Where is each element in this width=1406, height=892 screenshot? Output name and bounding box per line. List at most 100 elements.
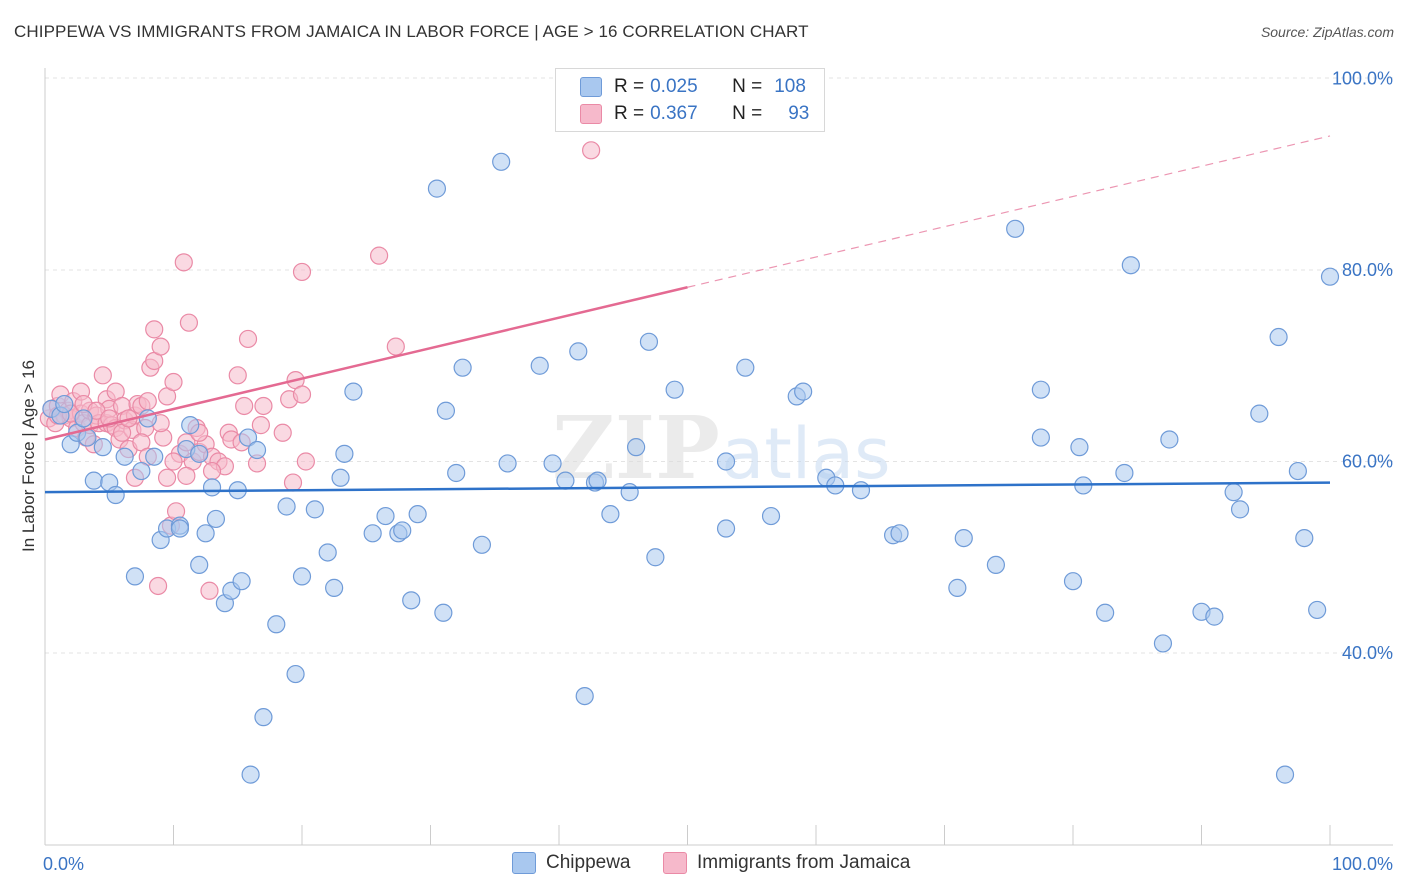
- chippewa-point: [851, 481, 871, 500]
- chippewa-point: [1031, 428, 1050, 447]
- chippewa-point: [402, 591, 421, 610]
- jamaica-trend-projection: [687, 135, 1331, 288]
- chippewa-point: [716, 452, 736, 471]
- chippewa-point: [55, 394, 74, 414]
- jamaica-point: [164, 372, 183, 392]
- chippewa-point: [106, 485, 125, 505]
- jamaica-point: [273, 423, 292, 442]
- chippewa-point: [1288, 461, 1307, 481]
- jamaica-point: [235, 396, 254, 416]
- jamaica-point: [145, 320, 164, 339]
- chippewa-point: [620, 483, 639, 502]
- gridlines: [45, 77, 1393, 654]
- chippewa-point: [247, 440, 267, 460]
- chippewa-point: [277, 497, 296, 516]
- jamaica-point: [157, 468, 177, 487]
- chippewa-point: [530, 356, 549, 375]
- chippewa-point: [556, 471, 575, 490]
- jamaica-point: [177, 466, 196, 485]
- legend-n-label: N =: [732, 103, 763, 124]
- chippewa-point: [93, 438, 112, 457]
- chippewa-point: [954, 528, 973, 548]
- chippewa-point: [170, 519, 190, 538]
- jamaica-point: [164, 452, 183, 471]
- legend-swatch-chippewa: [580, 77, 602, 97]
- chippewa-point: [601, 505, 620, 524]
- jamaica-point: [179, 313, 199, 332]
- y-tick-label: 100.0%: [1332, 69, 1393, 89]
- legend-row-chippewa: R = 0.025 N = 108: [580, 74, 806, 100]
- y-tick-labels: 40.0% 60.0% 80.0% 100.0%: [1332, 69, 1393, 664]
- legend-label-jamaica: Immigrants from Jamaica: [697, 852, 911, 873]
- chippewa-point: [1006, 219, 1025, 238]
- chippewa-point: [639, 332, 659, 351]
- jamaica-point: [283, 473, 303, 492]
- chippewa-point: [1224, 483, 1243, 502]
- chippewa-point: [1308, 600, 1327, 620]
- stats-legend: R = 0.025 N = 108 R = 0.367 N = 93: [555, 68, 825, 132]
- chippewa-point: [453, 358, 472, 377]
- jamaica-point: [386, 337, 405, 356]
- jamaica-point: [251, 416, 270, 435]
- chippewa-point: [427, 179, 447, 198]
- jamaica-point: [228, 366, 247, 385]
- chippewa-point: [1160, 430, 1179, 449]
- legend-n-value: 93: [788, 103, 810, 124]
- chippewa-point: [344, 382, 363, 401]
- axes: [44, 68, 1393, 846]
- legend-swatch-jamaica: [580, 104, 602, 124]
- chippewa-point: [543, 454, 562, 473]
- chippewa-point: [569, 342, 588, 361]
- chippewa-point: [292, 567, 312, 586]
- jamaica-point: [148, 576, 168, 596]
- chippewa-point: [305, 500, 324, 519]
- chippewa-point: [447, 463, 466, 483]
- chippewa-point: [335, 444, 354, 463]
- chippewa-point: [1031, 380, 1050, 399]
- y-axis-title: In Labor Force | Age > 16: [19, 360, 38, 552]
- legend-label-chippewa: Chippewa: [546, 852, 631, 873]
- chippewa-point: [575, 686, 594, 706]
- legend-n-value: 108: [774, 76, 806, 97]
- chippewa-point: [1269, 327, 1288, 347]
- chippewa-point: [115, 447, 134, 466]
- chippewa-point: [318, 543, 337, 562]
- chippewa-point: [181, 416, 200, 435]
- y-tick-label: 40.0%: [1342, 643, 1393, 663]
- legend-swatch-jamaica: [663, 852, 687, 874]
- chippewa-point: [1096, 603, 1115, 622]
- chippewa-point: [948, 578, 967, 597]
- chippewa-point: [761, 506, 781, 526]
- jamaica-point: [151, 337, 170, 356]
- chippewa-point: [206, 509, 226, 529]
- chippewa-point: [588, 471, 607, 490]
- chippewa-point: [241, 765, 260, 784]
- source-label: Source: ZipAtlas.com: [1260, 24, 1394, 40]
- y-tick-label: 60.0%: [1342, 452, 1393, 472]
- series-legend: Chippewa Immigrants from Jamaica: [0, 852, 1406, 878]
- chippewa-point: [376, 506, 395, 526]
- chippewa-point: [202, 478, 222, 497]
- chippewa-point: [325, 578, 344, 597]
- chippewa-point: [1320, 267, 1340, 286]
- chippewa-point: [84, 471, 103, 490]
- jamaica-point: [582, 141, 601, 160]
- chippewa-point: [498, 454, 517, 473]
- chippewa-point: [1275, 765, 1295, 784]
- chippewa-point: [434, 603, 453, 622]
- jamaica-point: [202, 461, 222, 481]
- chippewa-point: [1230, 500, 1250, 519]
- chippewa-point: [1121, 256, 1140, 275]
- chart-title: CHIPPEWA VS IMMIGRANTS FROM JAMAICA IN L…: [14, 22, 809, 41]
- chippewa-point: [986, 555, 1006, 575]
- legend-n-label: N =: [732, 76, 763, 97]
- chippewa-point: [393, 521, 412, 540]
- chippewa-point: [736, 358, 755, 377]
- legend-swatch-chippewa: [512, 852, 536, 874]
- chippewa-point: [716, 519, 736, 538]
- legend-row-jamaica: R = 0.367 N = 93: [580, 101, 809, 127]
- jamaica-point: [292, 262, 312, 282]
- chippewa-point: [665, 380, 684, 399]
- chippewa-point: [232, 572, 251, 591]
